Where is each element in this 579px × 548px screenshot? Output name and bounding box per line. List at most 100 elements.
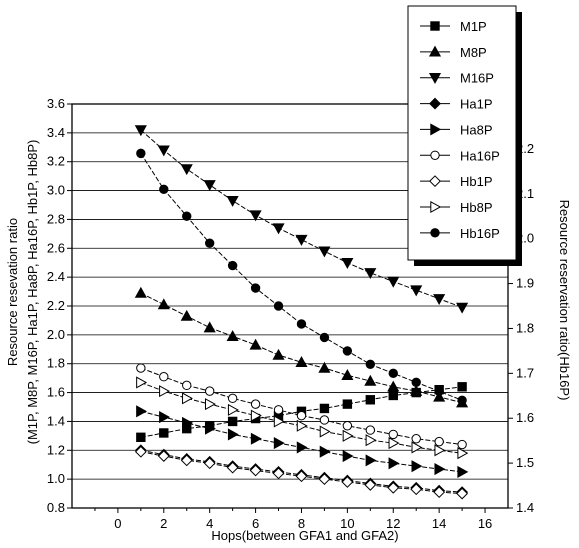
data-point: [388, 429, 398, 440]
legend-marker: [430, 228, 440, 238]
data-point: [410, 285, 423, 297]
data-point: [273, 301, 284, 311]
legend-item-m8p: M8P: [420, 45, 487, 60]
legend-marker: [428, 73, 442, 84]
legend-item-ha8p: Ha8P: [420, 122, 493, 137]
data-point: [273, 405, 284, 415]
legend-marker: [428, 45, 442, 57]
data-point: [182, 380, 192, 391]
data-point: [182, 392, 193, 405]
data-point: [249, 464, 262, 477]
legend-label: M16P: [460, 71, 494, 86]
data-point: [364, 479, 377, 491]
y-left-tick-label: 3.6: [47, 96, 65, 111]
x-tick-label: 10: [340, 516, 354, 531]
data-point: [250, 283, 261, 293]
data-point: [434, 436, 444, 447]
data-point: [341, 258, 354, 269]
data-point: [204, 422, 216, 435]
data-point: [136, 363, 146, 373]
y-left-tick-label: 1.2: [47, 442, 65, 457]
data-point: [226, 461, 239, 474]
data-point: [203, 180, 216, 192]
data-point: [226, 330, 239, 341]
y-left-tick-label: 1.8: [47, 356, 65, 371]
y-left-tick-label: 1.0: [47, 471, 65, 486]
data-point: [249, 338, 262, 350]
data-point: [387, 481, 400, 494]
data-point: [295, 234, 308, 246]
data-point: [388, 390, 398, 401]
data-point: [159, 184, 169, 194]
series-hb16p: [136, 148, 467, 405]
data-point: [272, 348, 285, 360]
data-point: [457, 465, 469, 478]
data-point: [457, 447, 469, 460]
data-point: [272, 223, 285, 235]
data-point: [227, 416, 238, 427]
data-point: [342, 346, 353, 356]
legend-item-m16p: M16P: [420, 71, 494, 86]
data-point: [203, 321, 216, 333]
data-point: [296, 319, 307, 329]
data-point: [365, 425, 376, 435]
y-left-tick-label: 3.2: [47, 154, 65, 169]
data-point: [365, 359, 376, 370]
legend-marker: [430, 200, 442, 214]
data-point: [457, 382, 467, 392]
data-point: [364, 268, 377, 280]
data-point: [250, 432, 262, 445]
data-point: [364, 374, 377, 386]
data-point: [159, 428, 169, 438]
series-ha8p: [136, 405, 469, 478]
y-axis-title-left-series: (M1P, M8P, M16P, Ha1P, Ha8P, Ha16P, Hb1P…: [25, 140, 40, 445]
legend-marker: [429, 175, 441, 188]
data-point: [180, 454, 193, 467]
series-line-m16p: [140, 129, 463, 308]
data-point: [227, 260, 238, 271]
data-point: [319, 445, 331, 458]
data-point: [180, 309, 193, 321]
legend-label: Hb16P: [460, 226, 500, 241]
data-point: [136, 148, 146, 159]
data-point: [342, 421, 353, 431]
data-point: [159, 385, 171, 398]
legend-label: Ha16P: [460, 148, 500, 163]
x-tick-label: 16: [478, 516, 492, 531]
data-point: [134, 286, 147, 298]
legend-box: [407, 5, 517, 261]
data-point: [388, 457, 400, 470]
series-hb8p: [136, 376, 469, 460]
data-point: [410, 483, 423, 496]
data-point: [318, 473, 331, 486]
legend-item-m1p: M1P: [420, 19, 487, 34]
data-point: [456, 302, 469, 314]
legend-label: Ha1P: [460, 97, 493, 112]
data-point: [203, 457, 216, 470]
y-left-tick-label: 2.0: [47, 327, 65, 342]
x-tick-label: 0: [114, 516, 121, 531]
data-point: [226, 195, 239, 207]
data-point: [319, 425, 331, 438]
legend-marker: [429, 97, 441, 110]
x-axis-title: Hops(between GFA1 and GFA2): [211, 528, 398, 543]
data-point: [182, 211, 192, 221]
data-point: [318, 246, 331, 258]
data-point: [342, 429, 354, 442]
data-point: [411, 460, 423, 473]
data-point: [136, 376, 148, 389]
y-axis-title-left: Resource resevation ratio: [5, 218, 20, 366]
data-point: [388, 368, 398, 379]
y-axis-title-right: Resource reservation ratio(Hb16P): [557, 200, 572, 401]
legend-marker: [430, 21, 440, 31]
x-tick-label: 12: [386, 516, 400, 531]
y-left-tick-label: 0.8: [47, 500, 65, 515]
y-right-tick-label: 1.9: [516, 276, 534, 291]
data-point: [365, 454, 377, 467]
data-point: [319, 415, 330, 425]
data-point: [319, 332, 330, 343]
legend-item-hb8p: Hb8P: [420, 200, 493, 215]
data-point: [204, 238, 215, 248]
data-point: [272, 467, 285, 480]
